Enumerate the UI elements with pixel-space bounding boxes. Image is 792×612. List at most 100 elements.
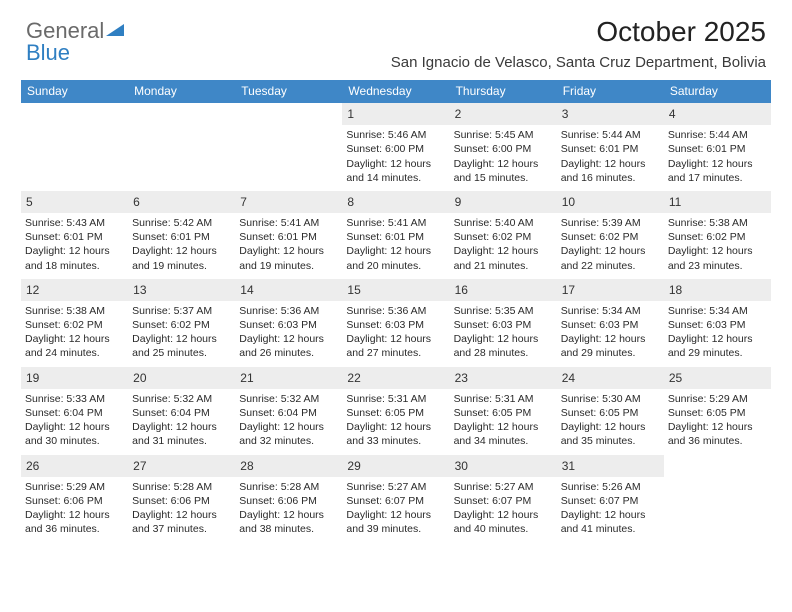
day-number: 30 xyxy=(450,455,557,477)
day-details: Sunrise: 5:37 AM Sunset: 6:02 PM Dayligh… xyxy=(132,304,231,361)
day-details: Sunrise: 5:28 AM Sunset: 6:06 PM Dayligh… xyxy=(239,480,338,537)
weekday-header: Sunday xyxy=(21,80,128,103)
calendar-day-cell: 13 Sunrise: 5:37 AM Sunset: 6:02 PM Dayli… xyxy=(128,279,235,367)
day-number xyxy=(128,103,235,125)
day-details: Sunrise: 5:29 AM Sunset: 6:06 PM Dayligh… xyxy=(25,480,124,537)
calendar-day-cell xyxy=(235,103,342,191)
day-details: Sunrise: 5:42 AM Sunset: 6:01 PM Dayligh… xyxy=(132,216,231,273)
day-number: 12 xyxy=(21,279,128,301)
calendar-day-cell: 20 Sunrise: 5:32 AM Sunset: 6:04 PM Dayli… xyxy=(128,367,235,455)
calendar-week-row: 5 Sunrise: 5:43 AM Sunset: 6:01 PM Daylig… xyxy=(21,191,771,279)
day-number: 7 xyxy=(235,191,342,213)
day-details: Sunrise: 5:31 AM Sunset: 6:05 PM Dayligh… xyxy=(346,392,445,449)
day-number: 18 xyxy=(664,279,771,301)
calendar-day-cell: 1 Sunrise: 5:46 AM Sunset: 6:00 PM Daylig… xyxy=(342,103,449,191)
day-number: 23 xyxy=(450,367,557,389)
day-number: 11 xyxy=(664,191,771,213)
day-details: Sunrise: 5:32 AM Sunset: 6:04 PM Dayligh… xyxy=(132,392,231,449)
day-number: 2 xyxy=(450,103,557,125)
day-number: 25 xyxy=(664,367,771,389)
calendar-day-cell: 8 Sunrise: 5:41 AM Sunset: 6:01 PM Daylig… xyxy=(342,191,449,279)
calendar-body: 1 Sunrise: 5:46 AM Sunset: 6:00 PM Daylig… xyxy=(21,103,771,542)
day-details: Sunrise: 5:38 AM Sunset: 6:02 PM Dayligh… xyxy=(25,304,124,361)
day-number: 3 xyxy=(557,103,664,125)
logo-text-part2: Blue xyxy=(26,40,70,65)
day-number: 20 xyxy=(128,367,235,389)
day-number: 1 xyxy=(342,103,449,125)
day-details: Sunrise: 5:29 AM Sunset: 6:05 PM Dayligh… xyxy=(668,392,767,449)
calendar-day-cell: 22 Sunrise: 5:31 AM Sunset: 6:05 PM Dayli… xyxy=(342,367,449,455)
day-details: Sunrise: 5:34 AM Sunset: 6:03 PM Dayligh… xyxy=(668,304,767,361)
day-details: Sunrise: 5:46 AM Sunset: 6:00 PM Dayligh… xyxy=(346,128,445,185)
calendar-day-cell: 14 Sunrise: 5:36 AM Sunset: 6:03 PM Dayli… xyxy=(235,279,342,367)
calendar-day-cell: 12 Sunrise: 5:38 AM Sunset: 6:02 PM Dayli… xyxy=(21,279,128,367)
day-details: Sunrise: 5:31 AM Sunset: 6:05 PM Dayligh… xyxy=(454,392,553,449)
calendar-day-cell: 15 Sunrise: 5:36 AM Sunset: 6:03 PM Dayli… xyxy=(342,279,449,367)
day-number: 6 xyxy=(128,191,235,213)
weekday-header: Monday xyxy=(128,80,235,103)
calendar-day-cell: 11 Sunrise: 5:38 AM Sunset: 6:02 PM Dayli… xyxy=(664,191,771,279)
day-number: 28 xyxy=(235,455,342,477)
weekday-header: Wednesday xyxy=(342,80,449,103)
calendar-day-cell: 3 Sunrise: 5:44 AM Sunset: 6:01 PM Daylig… xyxy=(557,103,664,191)
calendar-day-cell: 9Sunrise: 5:40 AM Sunset: 6:02 PM Daylig… xyxy=(450,191,557,279)
day-number: 16 xyxy=(450,279,557,301)
calendar-week-row: 1 Sunrise: 5:46 AM Sunset: 6:00 PM Daylig… xyxy=(21,103,771,191)
day-number: 8 xyxy=(342,191,449,213)
day-details: Sunrise: 5:43 AM Sunset: 6:01 PM Dayligh… xyxy=(25,216,124,273)
day-details: Sunrise: 5:27 AM Sunset: 6:07 PM Dayligh… xyxy=(454,480,553,537)
day-details: Sunrise: 5:41 AM Sunset: 6:01 PM Dayligh… xyxy=(346,216,445,273)
day-number: 21 xyxy=(235,367,342,389)
day-number: 15 xyxy=(342,279,449,301)
calendar-week-row: 26Sunrise: 5:29 AM Sunset: 6:06 PM Dayli… xyxy=(21,455,771,543)
calendar-day-cell: 27Sunrise: 5:28 AM Sunset: 6:06 PM Dayli… xyxy=(128,455,235,543)
day-number xyxy=(664,455,771,477)
day-number: 13 xyxy=(128,279,235,301)
day-details: Sunrise: 5:34 AM Sunset: 6:03 PM Dayligh… xyxy=(561,304,660,361)
day-number: 31 xyxy=(557,455,664,477)
day-number: 10 xyxy=(557,191,664,213)
calendar-day-cell xyxy=(664,455,771,543)
weekday-header: Thursday xyxy=(450,80,557,103)
day-details: Sunrise: 5:44 AM Sunset: 6:01 PM Dayligh… xyxy=(668,128,767,185)
day-number: 22 xyxy=(342,367,449,389)
day-number: 27 xyxy=(128,455,235,477)
calendar-day-cell: 16 Sunrise: 5:35 AM Sunset: 6:03 PM Dayli… xyxy=(450,279,557,367)
weekday-header: Friday xyxy=(557,80,664,103)
calendar-day-cell: 31 Sunrise: 5:26 AM Sunset: 6:07 PM Dayli… xyxy=(557,455,664,543)
calendar-day-cell: 28 Sunrise: 5:28 AM Sunset: 6:06 PM Dayli… xyxy=(235,455,342,543)
day-number: 9 xyxy=(450,191,557,213)
day-details: Sunrise: 5:41 AM Sunset: 6:01 PM Dayligh… xyxy=(239,216,338,273)
day-details: Sunrise: 5:38 AM Sunset: 6:02 PM Dayligh… xyxy=(668,216,767,273)
page-title: October 2025 xyxy=(596,16,766,48)
day-number: 29 xyxy=(342,455,449,477)
calendar-week-row: 19Sunrise: 5:33 AM Sunset: 6:04 PM Dayli… xyxy=(21,367,771,455)
calendar-day-cell xyxy=(21,103,128,191)
day-number: 14 xyxy=(235,279,342,301)
weekday-header: Tuesday xyxy=(235,80,342,103)
day-details: Sunrise: 5:45 AM Sunset: 6:00 PM Dayligh… xyxy=(454,128,553,185)
day-details: Sunrise: 5:44 AM Sunset: 6:01 PM Dayligh… xyxy=(561,128,660,185)
calendar-week-row: 12 Sunrise: 5:38 AM Sunset: 6:02 PM Dayli… xyxy=(21,279,771,367)
day-details: Sunrise: 5:26 AM Sunset: 6:07 PM Dayligh… xyxy=(561,480,660,537)
day-details: Sunrise: 5:36 AM Sunset: 6:03 PM Dayligh… xyxy=(346,304,445,361)
page-subtitle: San Ignacio de Velasco, Santa Cruz Depar… xyxy=(391,54,766,71)
day-number xyxy=(235,103,342,125)
day-number: 24 xyxy=(557,367,664,389)
calendar-day-cell: 18 Sunrise: 5:34 AM Sunset: 6:03 PM Dayli… xyxy=(664,279,771,367)
calendar-day-cell: 5 Sunrise: 5:43 AM Sunset: 6:01 PM Daylig… xyxy=(21,191,128,279)
calendar: SundayMondayTuesdayWednesdayThursdayFrid… xyxy=(21,80,771,542)
calendar-day-cell xyxy=(128,103,235,191)
calendar-day-cell: 19Sunrise: 5:33 AM Sunset: 6:04 PM Dayli… xyxy=(21,367,128,455)
day-details: Sunrise: 5:35 AM Sunset: 6:03 PM Dayligh… xyxy=(454,304,553,361)
day-number: 5 xyxy=(21,191,128,213)
calendar-day-cell: 2 Sunrise: 5:45 AM Sunset: 6:00 PM Daylig… xyxy=(450,103,557,191)
calendar-day-cell: 10Sunrise: 5:39 AM Sunset: 6:02 PM Dayli… xyxy=(557,191,664,279)
calendar-day-cell: 23 Sunrise: 5:31 AM Sunset: 6:05 PM Dayli… xyxy=(450,367,557,455)
day-number xyxy=(21,103,128,125)
day-details: Sunrise: 5:36 AM Sunset: 6:03 PM Dayligh… xyxy=(239,304,338,361)
calendar-day-cell: 24Sunrise: 5:30 AM Sunset: 6:05 PM Dayli… xyxy=(557,367,664,455)
calendar-day-cell: 26Sunrise: 5:29 AM Sunset: 6:06 PM Dayli… xyxy=(21,455,128,543)
calendar-day-cell: 21Sunrise: 5:32 AM Sunset: 6:04 PM Dayli… xyxy=(235,367,342,455)
day-number: 19 xyxy=(21,367,128,389)
